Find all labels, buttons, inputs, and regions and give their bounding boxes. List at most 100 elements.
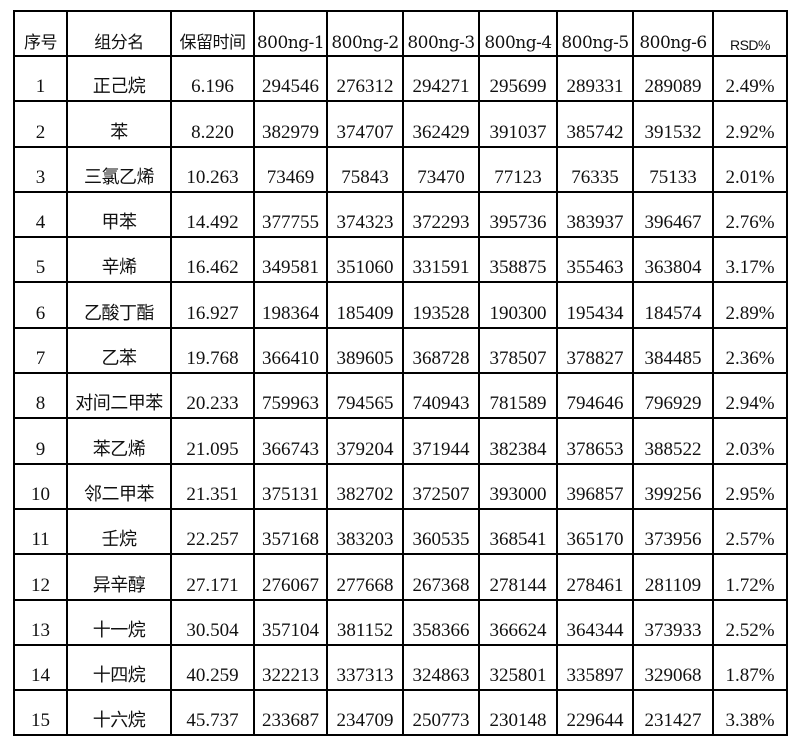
cell-retention-time: 16.927 [170,281,255,329]
cell-800ng-3: 193528 [402,281,480,329]
cell-800ng-3: 331591 [402,236,480,284]
cell-index: 8 [13,372,68,420]
cell-component: 十四烷 [66,643,172,692]
table-row: 8 对间二甲苯 20.233 759963 794565 740943 781589 7946… [13,372,788,420]
header-800ng-5: 800ng-5 [556,10,634,57]
cell-retention-time: 20.233 [170,372,255,420]
cell-800ng-2: 389605 [326,326,404,375]
cell-rsd: 2.57% [712,507,788,556]
cell-800ng-5: 289331 [556,54,634,103]
cell-index: 1 [13,54,68,103]
cell-800ng-3: 372293 [402,190,480,239]
cell-component: 辛烯 [66,236,172,284]
cell-component: 苯 [66,100,172,148]
cell-800ng-5: 396857 [556,462,634,510]
cell-index: 14 [13,643,68,692]
cell-800ng-4: 395736 [478,190,558,239]
cell-800ng-1: 276067 [253,553,328,601]
cell-retention-time: 40.259 [170,643,255,692]
table-body: 1 正己烷 6.196 294546 276312 294271 295699 289331 2… [13,54,788,736]
header-800ng-6: 800ng-6 [632,10,714,57]
header-800ng-3: 800ng-3 [402,10,480,57]
cell-rsd: 2.92% [712,100,788,148]
table-row: 11 壬烷 22.257 357168 383203 360535 368541 365170… [13,507,788,556]
table-row: 15 十六烷 45.737 233687 234709 250773 230148 22964… [13,689,788,736]
cell-component: 壬烷 [66,507,172,556]
cell-retention-time: 6.196 [170,54,255,103]
cell-rsd: 2.52% [712,598,788,646]
cell-rsd: 1.87% [712,643,788,692]
cell-800ng-2: 374323 [326,190,404,239]
cell-800ng-4: 781589 [478,372,558,420]
cell-800ng-2: 381152 [326,598,404,646]
cell-800ng-5: 335897 [556,643,634,692]
cell-rsd: 2.89% [712,281,788,329]
cell-800ng-1: 375131 [253,462,328,510]
cell-component: 十一烷 [66,598,172,646]
cell-index: 5 [13,236,68,284]
cell-800ng-3: 73470 [402,145,480,193]
cell-retention-time: 30.504 [170,598,255,646]
cell-800ng-6: 75133 [632,145,714,193]
cell-800ng-5: 355463 [556,236,634,284]
table-row: 7 乙苯 19.768 366410 389605 368728 378507 378827 3… [13,326,788,375]
cell-component: 邻二甲苯 [66,462,172,510]
table-row: 9 苯乙烯 21.095 366743 379204 371944 382384 378653… [13,417,788,465]
cell-800ng-1: 233687 [253,689,328,736]
cell-800ng-6: 391532 [632,100,714,148]
cell-800ng-2: 383203 [326,507,404,556]
cell-800ng-3: 740943 [402,372,480,420]
cell-retention-time: 14.492 [170,190,255,239]
cell-rsd: 2.76% [712,190,788,239]
cell-retention-time: 16.462 [170,236,255,284]
cell-800ng-4: 278144 [478,553,558,601]
cell-800ng-3: 368728 [402,326,480,375]
cell-retention-time: 45.737 [170,689,255,736]
cell-800ng-1: 357104 [253,598,328,646]
cell-800ng-5: 378827 [556,326,634,375]
header-rsd: RSD% [712,10,788,57]
cell-component: 苯乙烯 [66,417,172,465]
cell-800ng-5: 364344 [556,598,634,646]
cell-800ng-3: 250773 [402,689,480,736]
cell-800ng-1: 198364 [253,281,328,329]
cell-component: 异辛醇 [66,553,172,601]
header-index: 序号 [13,10,68,57]
cell-retention-time: 27.171 [170,553,255,601]
cell-800ng-2: 374707 [326,100,404,148]
cell-800ng-1: 294546 [253,54,328,103]
cell-800ng-3: 267368 [402,553,480,601]
cell-800ng-5: 378653 [556,417,634,465]
cell-index: 9 [13,417,68,465]
cell-800ng-6: 396467 [632,190,714,239]
cell-800ng-4: 77123 [478,145,558,193]
cell-800ng-4: 391037 [478,100,558,148]
cell-index: 6 [13,281,68,329]
cell-index: 13 [13,598,68,646]
cell-800ng-2: 382702 [326,462,404,510]
cell-800ng-5: 365170 [556,507,634,556]
cell-component: 十六烷 [66,689,172,736]
cell-800ng-6: 796929 [632,372,714,420]
cell-index: 12 [13,553,68,601]
cell-800ng-1: 366743 [253,417,328,465]
cell-800ng-1: 322213 [253,643,328,692]
cell-800ng-6: 281109 [632,553,714,601]
cell-retention-time: 21.095 [170,417,255,465]
cell-rsd: 2.95% [712,462,788,510]
cell-800ng-2: 351060 [326,236,404,284]
cell-800ng-6: 399256 [632,462,714,510]
cell-800ng-3: 360535 [402,507,480,556]
cell-retention-time: 8.220 [170,100,255,148]
cell-800ng-4: 382384 [478,417,558,465]
cell-component: 乙酸丁酯 [66,281,172,329]
cell-800ng-6: 363804 [632,236,714,284]
cell-800ng-5: 195434 [556,281,634,329]
header-800ng-2: 800ng-2 [326,10,404,57]
cell-800ng-2: 337313 [326,643,404,692]
cell-retention-time: 19.768 [170,326,255,375]
cell-800ng-4: 358875 [478,236,558,284]
data-table: 序号 组分名 保留时间 800ng-1 800ng-2 800ng-3 800ng-4 800… [13,10,788,736]
cell-800ng-1: 73469 [253,145,328,193]
cell-800ng-3: 362429 [402,100,480,148]
